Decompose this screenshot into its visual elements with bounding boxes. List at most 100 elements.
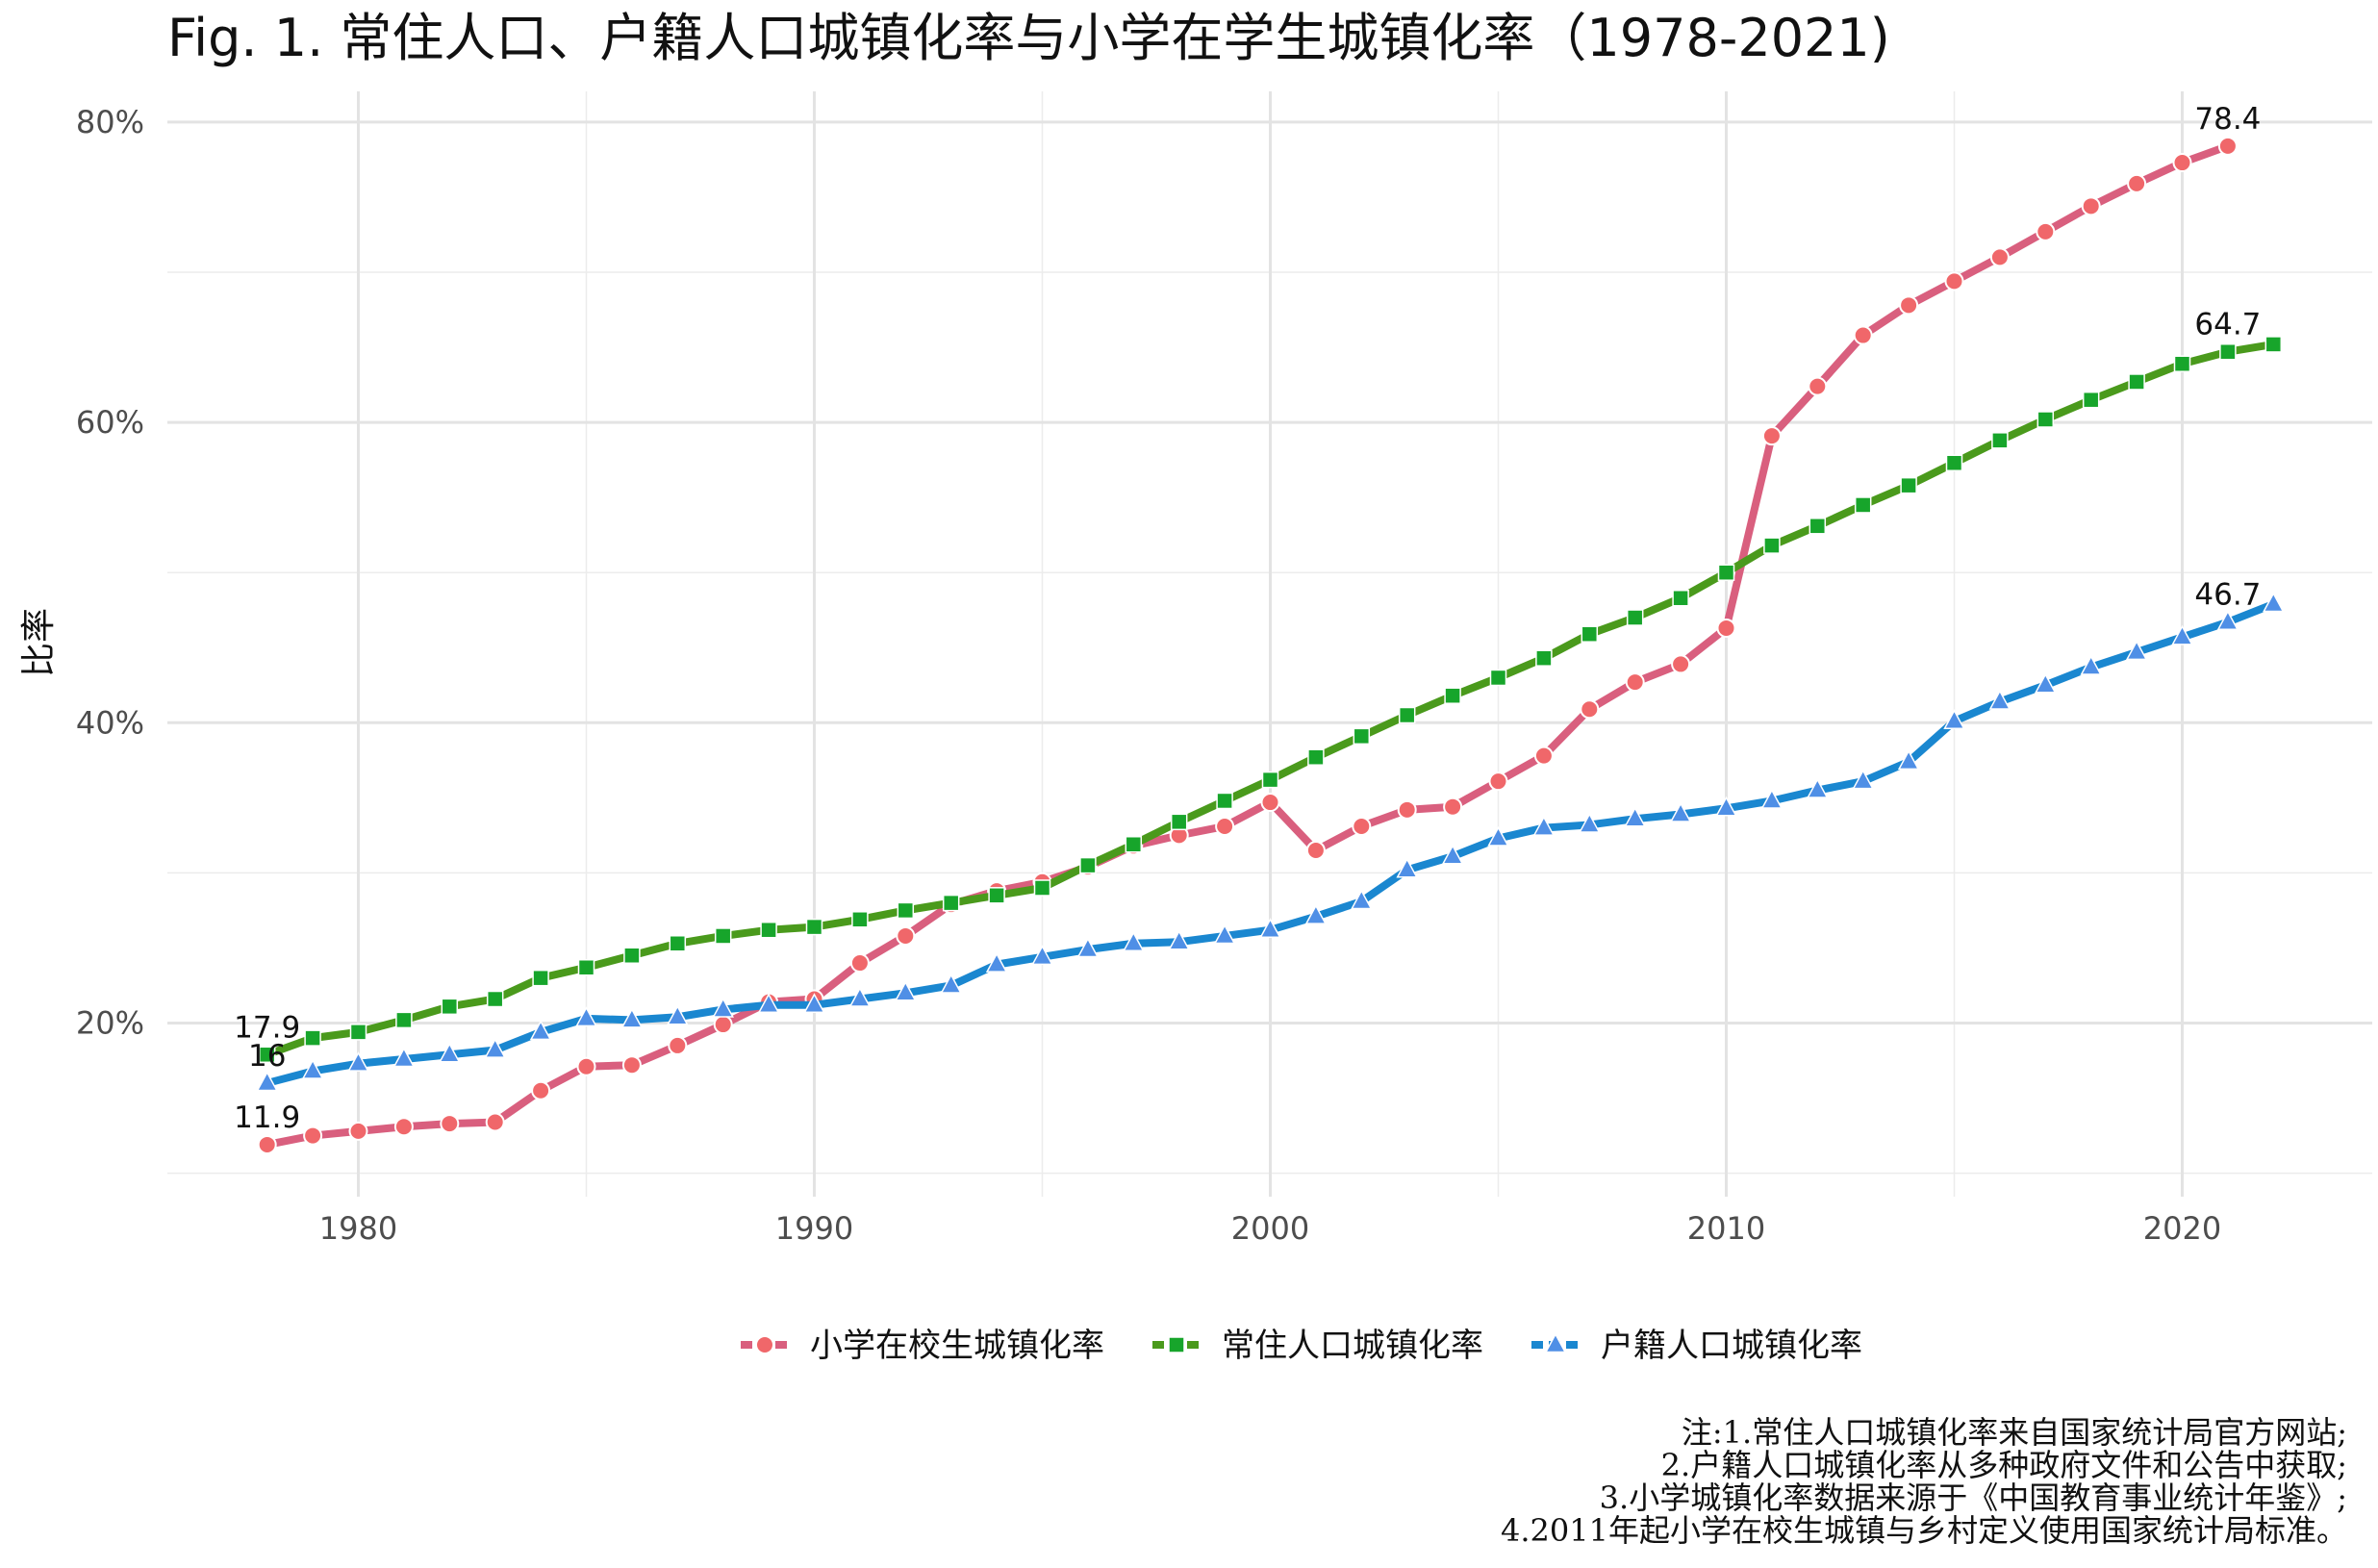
- x-axis: 1980 1990 2000 2010 2020: [319, 1210, 2221, 1247]
- legend-label: 户籍人口城镇化率: [1601, 1327, 1862, 1365]
- data-point: [942, 894, 960, 912]
- data-point: [1581, 625, 1599, 643]
- data-point: [623, 947, 641, 965]
- data-point: [2036, 411, 2055, 428]
- data-point: [1580, 699, 1600, 720]
- data-point: [484, 1038, 506, 1058]
- legend-label: 常住人口城镇化率: [1222, 1327, 1483, 1365]
- data-labels: 11.9 78.4 17.9 64.7 16 46.7: [234, 102, 2261, 1135]
- data-point: [1125, 835, 1143, 853]
- data-point: [2219, 342, 2237, 361]
- data-point: [395, 1011, 413, 1029]
- data-point: [1305, 840, 1326, 860]
- data-point: [575, 1006, 597, 1027]
- data-point: [760, 921, 777, 939]
- data-label: 16: [248, 1039, 286, 1074]
- data-point: [577, 958, 595, 976]
- data-point: [2080, 654, 2102, 675]
- data-point: [1443, 797, 1463, 817]
- data-point: [667, 1004, 689, 1025]
- data-point: [757, 993, 780, 1014]
- data-point: [985, 952, 1008, 973]
- data-point: [1671, 654, 1691, 674]
- data-point: [301, 1058, 324, 1079]
- y-axis: 20% 40% 60% 80%: [76, 104, 144, 1042]
- data-point: [347, 1051, 369, 1072]
- data-point: [1215, 817, 1235, 837]
- data-point: [485, 1112, 505, 1132]
- data-point: [1259, 918, 1281, 938]
- data-point: [531, 1080, 551, 1100]
- data-point: [621, 1055, 642, 1075]
- data-point: [1307, 748, 1325, 766]
- data-point: [304, 1029, 321, 1047]
- data-point: [1579, 812, 1601, 833]
- data-point: [348, 1121, 368, 1141]
- legend-item: 小学在校生城镇化率: [741, 1327, 1104, 1365]
- series-layer: [256, 136, 2285, 1154]
- data-point: [1396, 857, 1418, 878]
- legend-item: 户籍人口城镇化率: [1531, 1327, 1862, 1365]
- data-point: [1808, 376, 1828, 396]
- data-point: [1945, 454, 1963, 471]
- y-tick-label: 40%: [76, 704, 144, 741]
- data-point: [256, 1071, 278, 1092]
- data-point: [940, 973, 962, 994]
- data-point: [1216, 792, 1233, 810]
- data-point: [303, 1125, 323, 1146]
- data-point: [486, 990, 504, 1008]
- data-point: [895, 980, 917, 1001]
- data-point: [441, 998, 459, 1016]
- data-point: [851, 911, 869, 928]
- data-point: [2264, 336, 2283, 353]
- data-point: [2172, 153, 2192, 173]
- data-point: [1944, 271, 1964, 291]
- y-tick-label: 60%: [76, 404, 144, 441]
- data-point: [1351, 889, 1373, 910]
- data-point: [1532, 815, 1556, 836]
- legend-square-icon: [1168, 1336, 1185, 1353]
- note-line: 4.2011年起小学在校生城镇与乡村定义使用国家统计局标准。: [1501, 1512, 2347, 1549]
- data-label: 17.9: [234, 1010, 300, 1045]
- data-point: [1441, 844, 1464, 865]
- series-circle: [257, 136, 2238, 1154]
- legend-circle-icon: [755, 1335, 774, 1354]
- data-label: 46.7: [2194, 578, 2261, 613]
- data-point: [1669, 801, 1692, 822]
- data-point: [1989, 247, 2010, 267]
- data-point: [1717, 564, 1735, 581]
- data-point: [1353, 727, 1371, 746]
- data-point: [2127, 173, 2147, 193]
- data-point: [532, 969, 549, 987]
- data-point: [1852, 769, 1874, 790]
- data-point: [1991, 432, 2009, 449]
- y-axis-label: 比率: [19, 608, 59, 677]
- data-label: 11.9: [234, 1100, 300, 1135]
- data-point: [1123, 931, 1145, 952]
- data-point: [2081, 196, 2101, 216]
- data-point: [1624, 806, 1646, 827]
- data-point: [1488, 771, 1508, 792]
- series-square: [258, 336, 2283, 1064]
- data-point: [849, 953, 870, 974]
- data-point: [1716, 618, 1736, 638]
- data-point: [257, 1134, 277, 1154]
- chart-title: Fig. 1. 常住人口、户籍人口城镇化率与小学在学生城镇化率（1978-202…: [167, 8, 1890, 68]
- data-point: [349, 1024, 367, 1041]
- data-point: [712, 997, 734, 1018]
- data-point: [1076, 937, 1100, 958]
- note-line: 注:1.常住人口城镇化率来自国家统计局官方网站;: [1682, 1414, 2347, 1451]
- data-point: [1854, 496, 1872, 514]
- data-point: [2125, 640, 2148, 661]
- legend-triangle-icon: [1544, 1332, 1567, 1353]
- data-point: [1261, 771, 1279, 789]
- data-point: [1168, 929, 1190, 950]
- data-point: [2035, 672, 2057, 694]
- data-point: [620, 1007, 644, 1028]
- data-point: [1809, 518, 1827, 535]
- data-point: [805, 918, 823, 936]
- data-point: [988, 887, 1005, 904]
- data-point: [1897, 749, 1920, 771]
- data-point: [1352, 817, 1372, 837]
